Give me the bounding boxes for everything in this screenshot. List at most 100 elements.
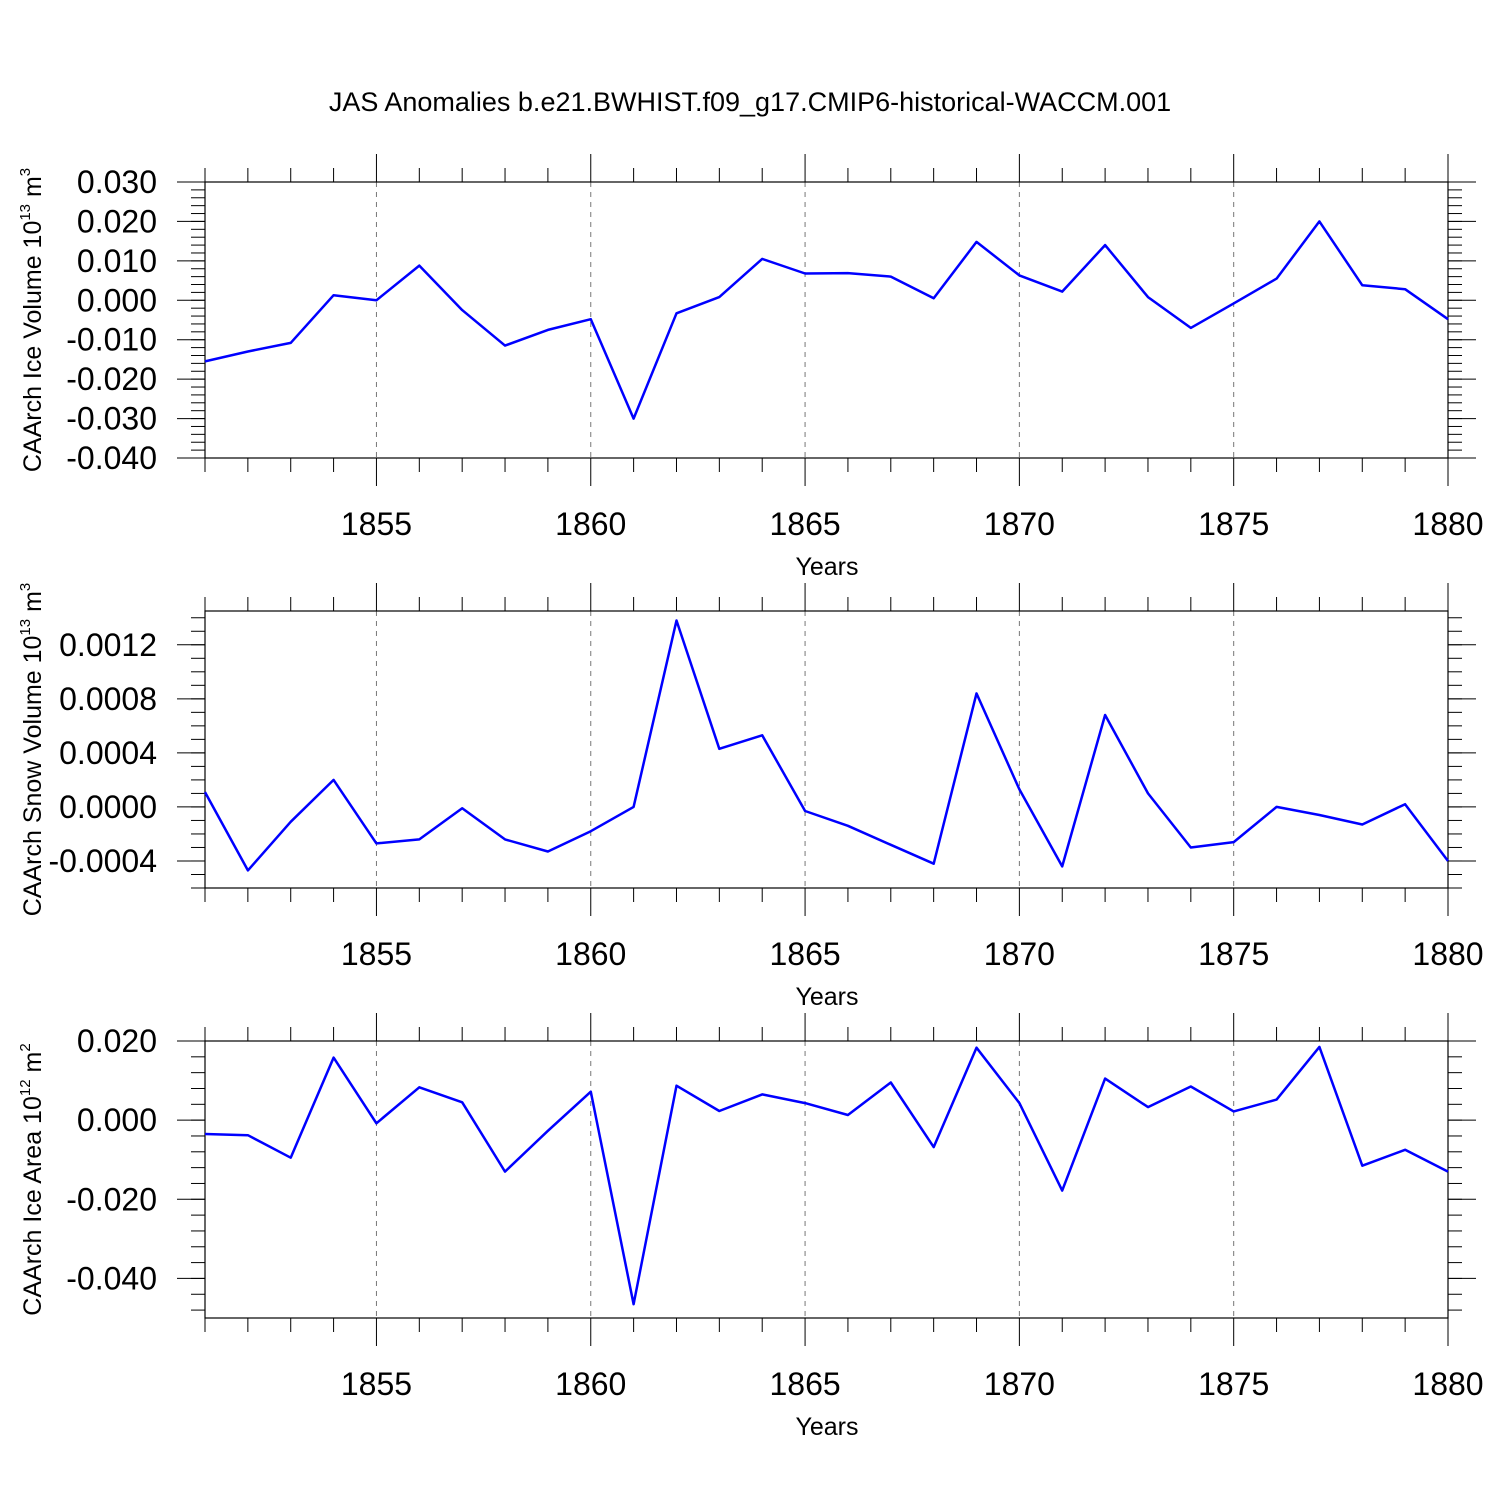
x-tick-label: 1875: [1198, 1366, 1269, 1402]
x-tick-label: 1855: [341, 506, 412, 542]
y-axis-title-unit-exponent: 2: [17, 1043, 34, 1051]
x-tick-label: 1860: [555, 936, 626, 972]
plot-frame: [204, 1040, 1449, 1319]
data-point: [246, 868, 250, 872]
data-point: [1403, 1148, 1407, 1152]
x-tick-label: 1875: [1198, 506, 1269, 542]
data-point: [203, 1132, 207, 1136]
panel-2: -0.0004 0.0000 0.0004 0.0008 0.0012 1855 1860 1…: [17, 583, 1484, 1011]
data-point: [417, 1085, 421, 1089]
data-point: [1232, 840, 1236, 844]
y-axis-title-unit: m: [19, 1052, 47, 1080]
x-tick-label: 1880: [1412, 506, 1483, 542]
data-point: [503, 344, 507, 348]
data-point: [203, 790, 207, 794]
x-tick-label: 1880: [1412, 1366, 1483, 1402]
data-point: [503, 837, 507, 841]
data-point: [632, 417, 636, 421]
data-point: [846, 824, 850, 828]
y-tick-label: -0.0004: [48, 843, 157, 879]
data-point: [717, 295, 721, 299]
data-point: [932, 1145, 936, 1149]
data-point: [589, 829, 593, 833]
data-point: [1317, 1045, 1321, 1049]
data-point: [1146, 791, 1150, 795]
y-axis-title-text: CAArch Snow Volume 10: [19, 636, 47, 917]
data-point: [289, 1156, 293, 1160]
data-point: [546, 850, 550, 854]
data-point: [1360, 283, 1364, 287]
plot-frame: [204, 610, 1449, 889]
data-point: [374, 298, 378, 302]
x-tick-label: 1855: [341, 1366, 412, 1402]
data-point: [503, 1170, 507, 1174]
data-point: [332, 778, 336, 782]
y-tick-label: 0.020: [77, 203, 157, 239]
data-point: [589, 1090, 593, 1094]
data-point: [889, 843, 893, 847]
data-point: [1446, 859, 1450, 863]
x-axis-title: Years: [795, 983, 858, 1011]
data-point: [1232, 301, 1236, 305]
data-point: [975, 1046, 979, 1050]
x-tick-label: 1865: [769, 1366, 840, 1402]
data-point: [674, 618, 678, 622]
x-axis-title: Years: [795, 1413, 858, 1441]
x-tick-label: 1860: [555, 1366, 626, 1402]
x-axis-title: Years: [795, 553, 858, 581]
data-point: [803, 809, 807, 813]
data-point: [374, 1121, 378, 1125]
data-point: [460, 806, 464, 810]
data-point: [1146, 1105, 1150, 1109]
data-point: [1189, 1085, 1193, 1089]
data-point: [1103, 1077, 1107, 1081]
y-axis-title-unit: m: [19, 591, 47, 619]
x-tick-label: 1865: [769, 506, 840, 542]
y-tick-label: 0.0012: [59, 627, 157, 663]
y-axis-title-text: CAArch Ice Area 10: [19, 1096, 47, 1316]
data-point: [417, 264, 421, 268]
data-point: [1446, 1170, 1450, 1174]
data-point: [246, 350, 250, 354]
x-tick-label: 1855: [341, 936, 412, 972]
y-axis-title: CAArch Ice Area 1012 m2: [17, 1043, 47, 1315]
data-point: [1317, 813, 1321, 817]
y-tick-label: -0.020: [66, 1181, 157, 1217]
y-tick-label: 0.000: [77, 282, 157, 318]
data-point: [1060, 290, 1064, 294]
x-tick-label: 1870: [984, 1366, 1055, 1402]
y-tick-label: 0.020: [77, 1023, 157, 1059]
data-point: [932, 296, 936, 300]
data-point: [1275, 277, 1279, 281]
data-point: [546, 328, 550, 332]
data-point: [1146, 295, 1150, 299]
data-point: [975, 691, 979, 695]
y-axis-title-unit-exponent: 3: [17, 583, 34, 591]
data-point: [803, 271, 807, 275]
y-tick-label: 0.0004: [59, 735, 157, 771]
data-point: [1275, 805, 1279, 809]
data-point: [1017, 1101, 1021, 1105]
panel-3: -0.040 -0.020 0.000 0.020 1855 1860 1865 1870 18…: [17, 1013, 1484, 1441]
data-point: [1232, 1109, 1236, 1113]
y-tick-label: -0.020: [66, 361, 157, 397]
series-line: [204, 1045, 1449, 1306]
x-tick-label: 1870: [984, 936, 1055, 972]
plot-frame: [204, 181, 1449, 459]
data-point: [889, 275, 893, 279]
data-point: [1275, 1098, 1279, 1102]
data-point: [889, 1081, 893, 1085]
y-tick-label: 0.000: [77, 1102, 157, 1138]
data-point: [289, 341, 293, 345]
y-tick-label: 0.030: [77, 164, 157, 200]
data-point: [1103, 713, 1107, 717]
y-tick-label: 0.010: [77, 243, 157, 279]
y-axis-title-text: CAArch Ice Volume 10: [19, 221, 47, 473]
data-point: [1189, 326, 1193, 330]
x-tick-label: 1875: [1198, 936, 1269, 972]
data-point: [289, 820, 293, 824]
y-axis-title-unit-exponent: 3: [17, 168, 34, 176]
data-point: [1360, 1164, 1364, 1168]
data-point: [717, 747, 721, 751]
data-point: [674, 311, 678, 315]
